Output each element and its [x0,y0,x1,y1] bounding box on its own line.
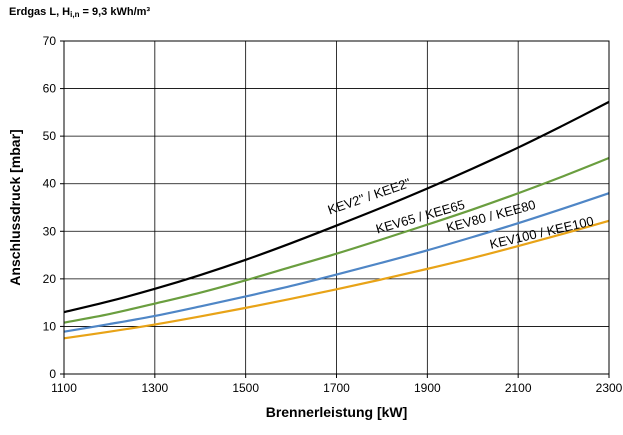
x-tick-label: 2300 [596,381,623,395]
series-line [63,157,610,324]
series-layer [63,100,610,340]
x-tick-label: 2100 [505,381,532,395]
x-tick-label: 1300 [141,381,168,395]
y-tick-label: 50 [43,129,57,143]
series-line [63,219,610,340]
x-tick-label: 1500 [232,381,259,395]
y-tick-label: 0 [49,367,56,381]
series-line [63,192,610,333]
x-tick-label: 1100 [51,381,77,395]
x-tick-label: 1700 [323,381,350,395]
y-tick-label: 30 [43,224,57,238]
y-tick-label: 70 [43,34,57,48]
chart-title: Erdgas L, Hi,n = 9,3 kWh/m³ [9,6,151,19]
plot-frame [63,40,610,375]
x-tick-label: 1900 [414,381,441,395]
tick-labels: 1100 1300 1500 1700 1900 2100 2300 0 10 20 30 40 50 6… [43,34,623,395]
x-axis-label: Brennerleistung [kW] [266,404,408,420]
series-label: KEV2" / KEE2" [326,175,413,217]
y-tick-label: 40 [43,177,57,191]
y-tick-label: 10 [43,319,57,333]
y-tick-label: 60 [43,82,57,96]
series-line [63,100,610,314]
y-axis-label: Anschlussdruck [mbar] [7,129,23,285]
y-tick-label: 20 [43,272,57,286]
